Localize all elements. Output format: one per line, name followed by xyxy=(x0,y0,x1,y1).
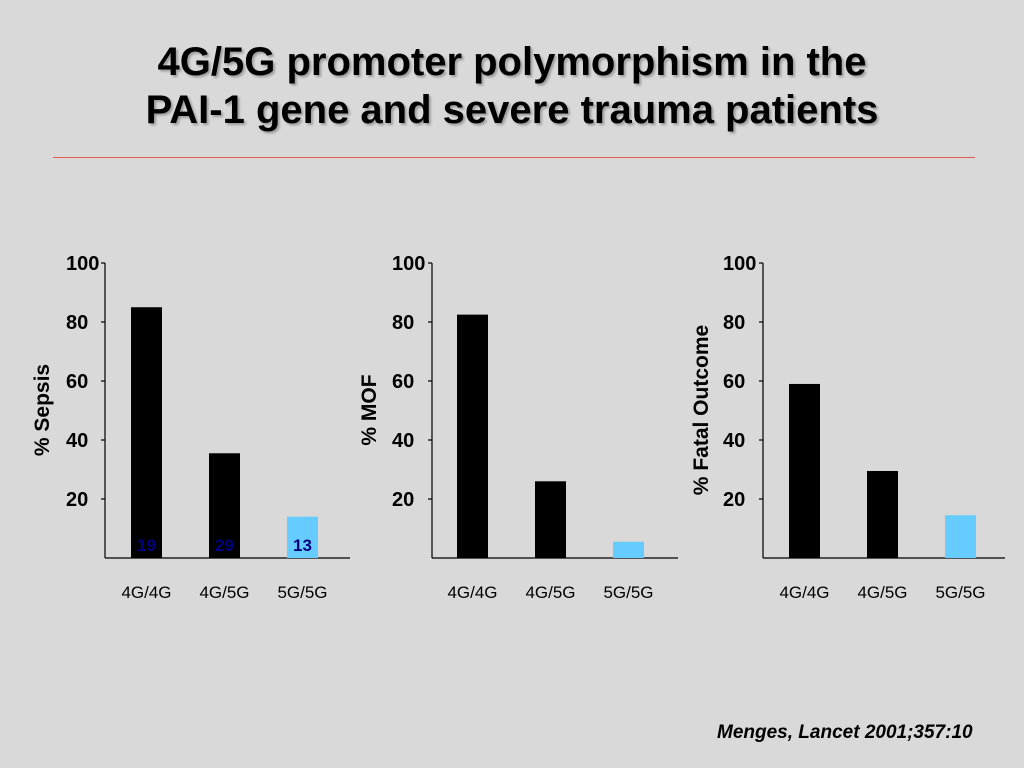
citation: Menges, Lancet 2001;357:10 xyxy=(717,722,973,743)
x-tick-label: 4G/5G xyxy=(525,583,575,602)
bar-5g-5g xyxy=(287,516,318,558)
y-tick-label: 80 xyxy=(66,312,88,334)
y-tick-label: 100 xyxy=(392,253,425,275)
bar-count-label: 19 xyxy=(137,536,156,555)
x-tick-label: 4G/5G xyxy=(857,583,907,602)
bar-5g-5g xyxy=(945,515,976,558)
y-tick-label: 60 xyxy=(723,371,745,393)
x-tick-label: 4G/4G xyxy=(447,583,497,602)
y-tick-label: 20 xyxy=(392,489,414,511)
bar-4g-5g xyxy=(867,470,898,558)
y-tick-label: 60 xyxy=(66,371,88,393)
x-tick-label: 4G/4G xyxy=(779,583,829,602)
y-tick-label: 80 xyxy=(723,312,745,334)
slide-title: 4G/5G promoter polymorphism in the PAI-1… xyxy=(0,38,1024,134)
y-tick-label: 60 xyxy=(392,371,414,393)
bar-4g-4g xyxy=(131,307,162,558)
y-tick-label: 20 xyxy=(66,489,88,511)
y-axis-title: % Fatal Outcome xyxy=(690,325,713,495)
y-tick-label: 40 xyxy=(66,430,88,452)
y-tick-label: 100 xyxy=(66,253,99,275)
slide-title-line-2: PAI-1 gene and severe trauma patients xyxy=(145,88,879,132)
x-tick-label: 5G/5G xyxy=(935,583,985,602)
bar-5g-5g xyxy=(613,541,644,558)
x-tick-label: 5G/5G xyxy=(603,583,653,602)
bar-4g-5g xyxy=(209,453,240,558)
y-tick-label: 100 xyxy=(723,253,756,275)
x-tick-label: 5G/5G xyxy=(277,583,327,602)
bar-4g-4g xyxy=(457,314,488,558)
bar-count-label: 13 xyxy=(293,536,312,555)
y-axis-title: % MOF xyxy=(358,374,381,445)
bar-count-label: 29 xyxy=(215,536,234,555)
slide-title-line-1: 4G/5G promoter polymorphism in the xyxy=(157,40,867,84)
y-tick-label: 80 xyxy=(392,312,414,334)
x-tick-label: 4G/5G xyxy=(199,583,249,602)
bar-4g-4g xyxy=(789,383,820,558)
y-tick-label: 40 xyxy=(723,430,745,452)
title-divider xyxy=(53,157,975,158)
x-tick-label: 4G/4G xyxy=(121,583,171,602)
y-tick-label: 40 xyxy=(392,430,414,452)
y-tick-label: 20 xyxy=(723,489,745,511)
y-axis-title: % Sepsis xyxy=(31,364,54,456)
bar-4g-5g xyxy=(535,481,566,558)
